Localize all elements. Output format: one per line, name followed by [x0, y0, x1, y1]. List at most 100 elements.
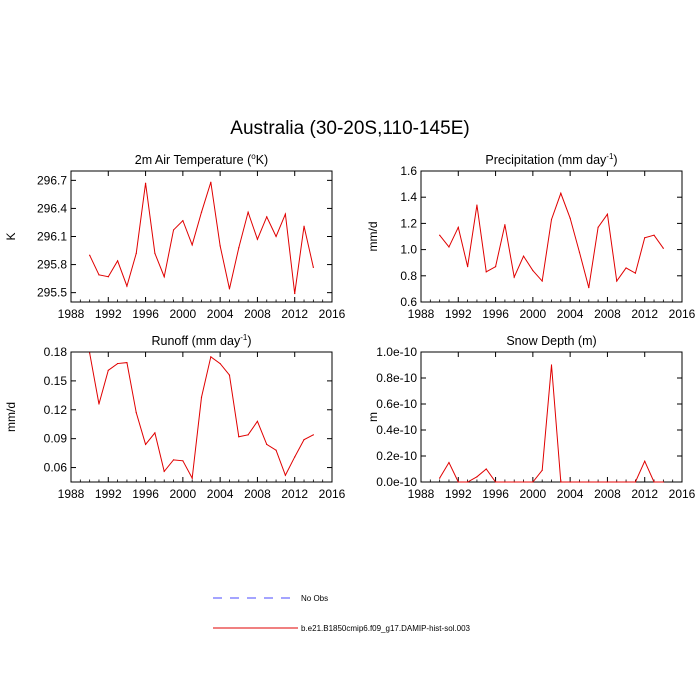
data-point	[504, 481, 506, 483]
data-point	[266, 216, 268, 218]
y-axis-label: K	[4, 232, 18, 240]
data-point	[256, 238, 259, 240]
data-point	[625, 481, 627, 483]
x-tick-label: 2004	[557, 487, 584, 501]
data-point	[117, 260, 119, 262]
y-tick-label: 0.09	[44, 432, 68, 446]
data-point	[228, 374, 231, 376]
data-point	[653, 234, 655, 236]
y-tick-label: 0.2e-10	[376, 449, 417, 463]
series-line-1	[89, 182, 314, 294]
y-tick-label: 296.7	[37, 173, 67, 187]
panel-title-text-end: )	[247, 334, 251, 348]
plot-frame	[70, 351, 333, 483]
data-point	[662, 247, 664, 249]
x-tick-label: 2016	[319, 487, 346, 501]
x-tick-label: 2000	[170, 307, 197, 321]
series-line-1	[89, 352, 314, 480]
data-point	[303, 439, 305, 441]
plot-frame	[70, 170, 333, 303]
data-point	[504, 224, 506, 226]
data-point	[144, 443, 147, 446]
y-tick-label: 295.8	[37, 258, 67, 272]
x-tick-label: 2008	[244, 307, 271, 321]
data-point	[476, 204, 478, 206]
x-tick-label: 1992	[445, 307, 472, 321]
y-axis-label: mm/d	[366, 222, 380, 252]
data-point	[541, 469, 543, 471]
data-point	[467, 481, 469, 483]
data-point	[98, 274, 100, 276]
data-point	[135, 252, 137, 254]
series-line-1	[439, 191, 664, 288]
data-point	[578, 481, 581, 483]
data-point	[653, 481, 655, 483]
data-point	[457, 481, 459, 483]
panel-title: Runoff (mm day-1)	[152, 333, 252, 348]
x-tick-label: 2004	[207, 307, 234, 321]
data-point	[275, 235, 277, 238]
data-point	[439, 477, 441, 479]
x-tick-label: 1988	[58, 487, 85, 501]
data-point	[560, 481, 562, 483]
data-point	[200, 396, 203, 398]
y-tick-label: 0.06	[44, 461, 68, 475]
x-tick-label: 1992	[95, 307, 122, 321]
legend: No Obs b.e21.B1850cmip6.f09_g17.DAMIP-hi…	[213, 594, 471, 633]
data-point	[597, 481, 599, 483]
data-point	[144, 182, 147, 184]
x-tick-label: 2012	[631, 487, 658, 501]
figure-title: Australia (30-20S,110-145E)	[230, 118, 469, 139]
plot-frame	[420, 351, 683, 483]
data-point	[312, 434, 314, 436]
data-point	[228, 288, 231, 290]
y-axis-label: mm/d	[4, 402, 18, 432]
data-point	[219, 362, 221, 365]
data-point	[597, 226, 599, 228]
panel-title: Snow Depth (m)	[506, 334, 596, 348]
data-point	[560, 192, 562, 194]
x-tick-label: 2016	[669, 487, 696, 501]
data-point	[532, 269, 534, 272]
data-point	[238, 247, 240, 249]
x-tick-label: 2012	[631, 307, 658, 321]
y-tick-label: 0.15	[44, 374, 68, 388]
panel-title-superscript: o	[251, 152, 256, 161]
data-point	[284, 213, 286, 215]
data-point	[494, 266, 497, 268]
data-point	[550, 218, 553, 221]
data-point	[522, 481, 525, 483]
data-point	[634, 272, 636, 274]
panel-title: Precipitation (mm day-1)	[485, 152, 617, 167]
data-point	[107, 369, 109, 371]
panel-title-text: Runoff (mm day	[152, 334, 241, 348]
data-point	[303, 225, 305, 227]
x-tick-label: 1992	[95, 487, 122, 501]
data-point	[172, 229, 175, 231]
panel-title-text-end: )	[613, 153, 617, 167]
panel-title-text: Snow Depth (m)	[506, 334, 596, 348]
y-tick-label: 0.8	[400, 269, 417, 283]
panel-title-text: 2m Air Temperature (	[135, 153, 252, 167]
x-tick-label: 2016	[319, 307, 346, 321]
data-point	[644, 237, 646, 239]
data-point	[662, 481, 664, 483]
data-point	[247, 211, 249, 213]
x-tick-label: 2000	[170, 487, 197, 501]
y-axis-label: m	[366, 412, 380, 422]
series-line-1	[439, 364, 664, 483]
y-tick-label: 295.5	[37, 286, 67, 300]
panel-3: Runoff (mm day-1) 1988 1992 1996 2000 2004 200…	[4, 333, 346, 501]
x-tick-label: 2008	[244, 487, 271, 501]
x-tick-label: 2016	[669, 307, 696, 321]
x-tick-label: 1988	[408, 487, 435, 501]
y-tick-label: 0.12	[44, 403, 68, 417]
data-point	[182, 219, 184, 222]
data-point	[494, 481, 497, 483]
data-point	[191, 244, 193, 246]
data-point	[294, 456, 296, 458]
data-point	[200, 211, 203, 213]
y-tick-label: 296.1	[37, 230, 67, 244]
data-point	[569, 481, 571, 483]
panels: 2m Air Temperature (oK)1988 1992 1996 2000 2…	[4, 152, 696, 501]
